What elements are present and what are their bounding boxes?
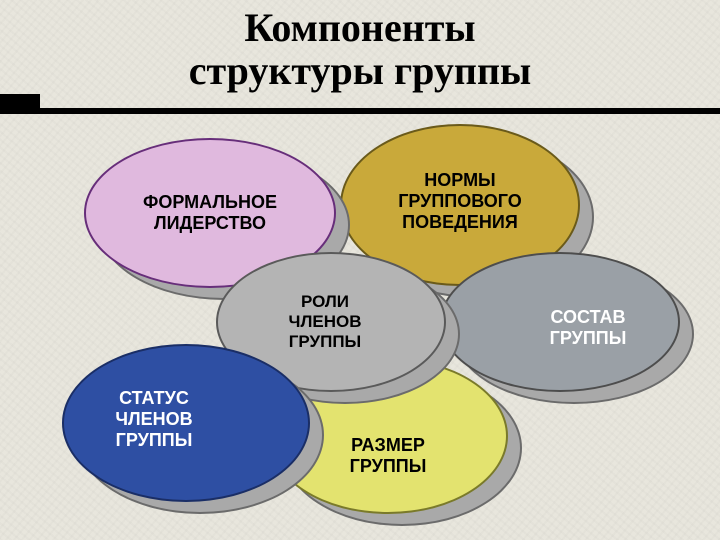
member-status-oval: СТАТУС ЧЛЕНОВ ГРУППЫ	[62, 344, 310, 502]
title-underline	[0, 108, 720, 114]
member-status-label: СТАТУС ЧЛЕНОВ ГРУППЫ	[115, 388, 192, 451]
page-title: Компоненты структуры группы	[0, 6, 720, 92]
group-norms-label: НОРМЫ ГРУППОВОГО ПОВЕДЕНИЯ	[398, 170, 522, 233]
group-size-label: РАЗМЕР ГРУППЫ	[350, 435, 427, 477]
group-composition-oval: СОСТАВ ГРУППЫ	[440, 252, 680, 392]
group-composition-label: СОСТАВ ГРУППЫ	[550, 307, 627, 349]
title-line-2: структуры группы	[0, 49, 720, 92]
member-roles-label: РОЛИ ЧЛЕНОВ ГРУППЫ	[289, 292, 362, 352]
formal-leadership-label: ФОРМАЛЬНОЕ ЛИДЕРСТВО	[143, 192, 277, 234]
title-line-1: Компоненты	[0, 6, 720, 49]
